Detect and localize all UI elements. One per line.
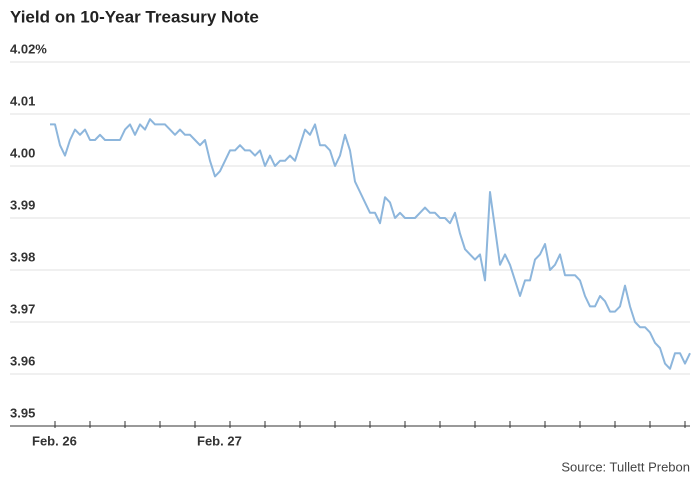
y-tick-label: 3.96 — [10, 353, 35, 368]
chart-title: Yield on 10-Year Treasury Note — [10, 7, 259, 26]
y-tick-label: 3.95 — [10, 405, 35, 420]
source: Source: Tullett Prebon — [561, 459, 690, 474]
y-tick-label: 4.00 — [10, 145, 35, 160]
y-tick-label: 3.99 — [10, 197, 35, 212]
y-tick-label: 3.98 — [10, 249, 35, 264]
y-tick-label: 4.01 — [10, 93, 35, 108]
x-tick-label: Feb. 26 — [32, 433, 77, 448]
x-tick-label: Feb. 27 — [197, 433, 242, 448]
line — [50, 118, 691, 370]
y-tick-label: 3.97 — [10, 301, 35, 316]
y-tick-label: 4.02% — [10, 41, 47, 56]
